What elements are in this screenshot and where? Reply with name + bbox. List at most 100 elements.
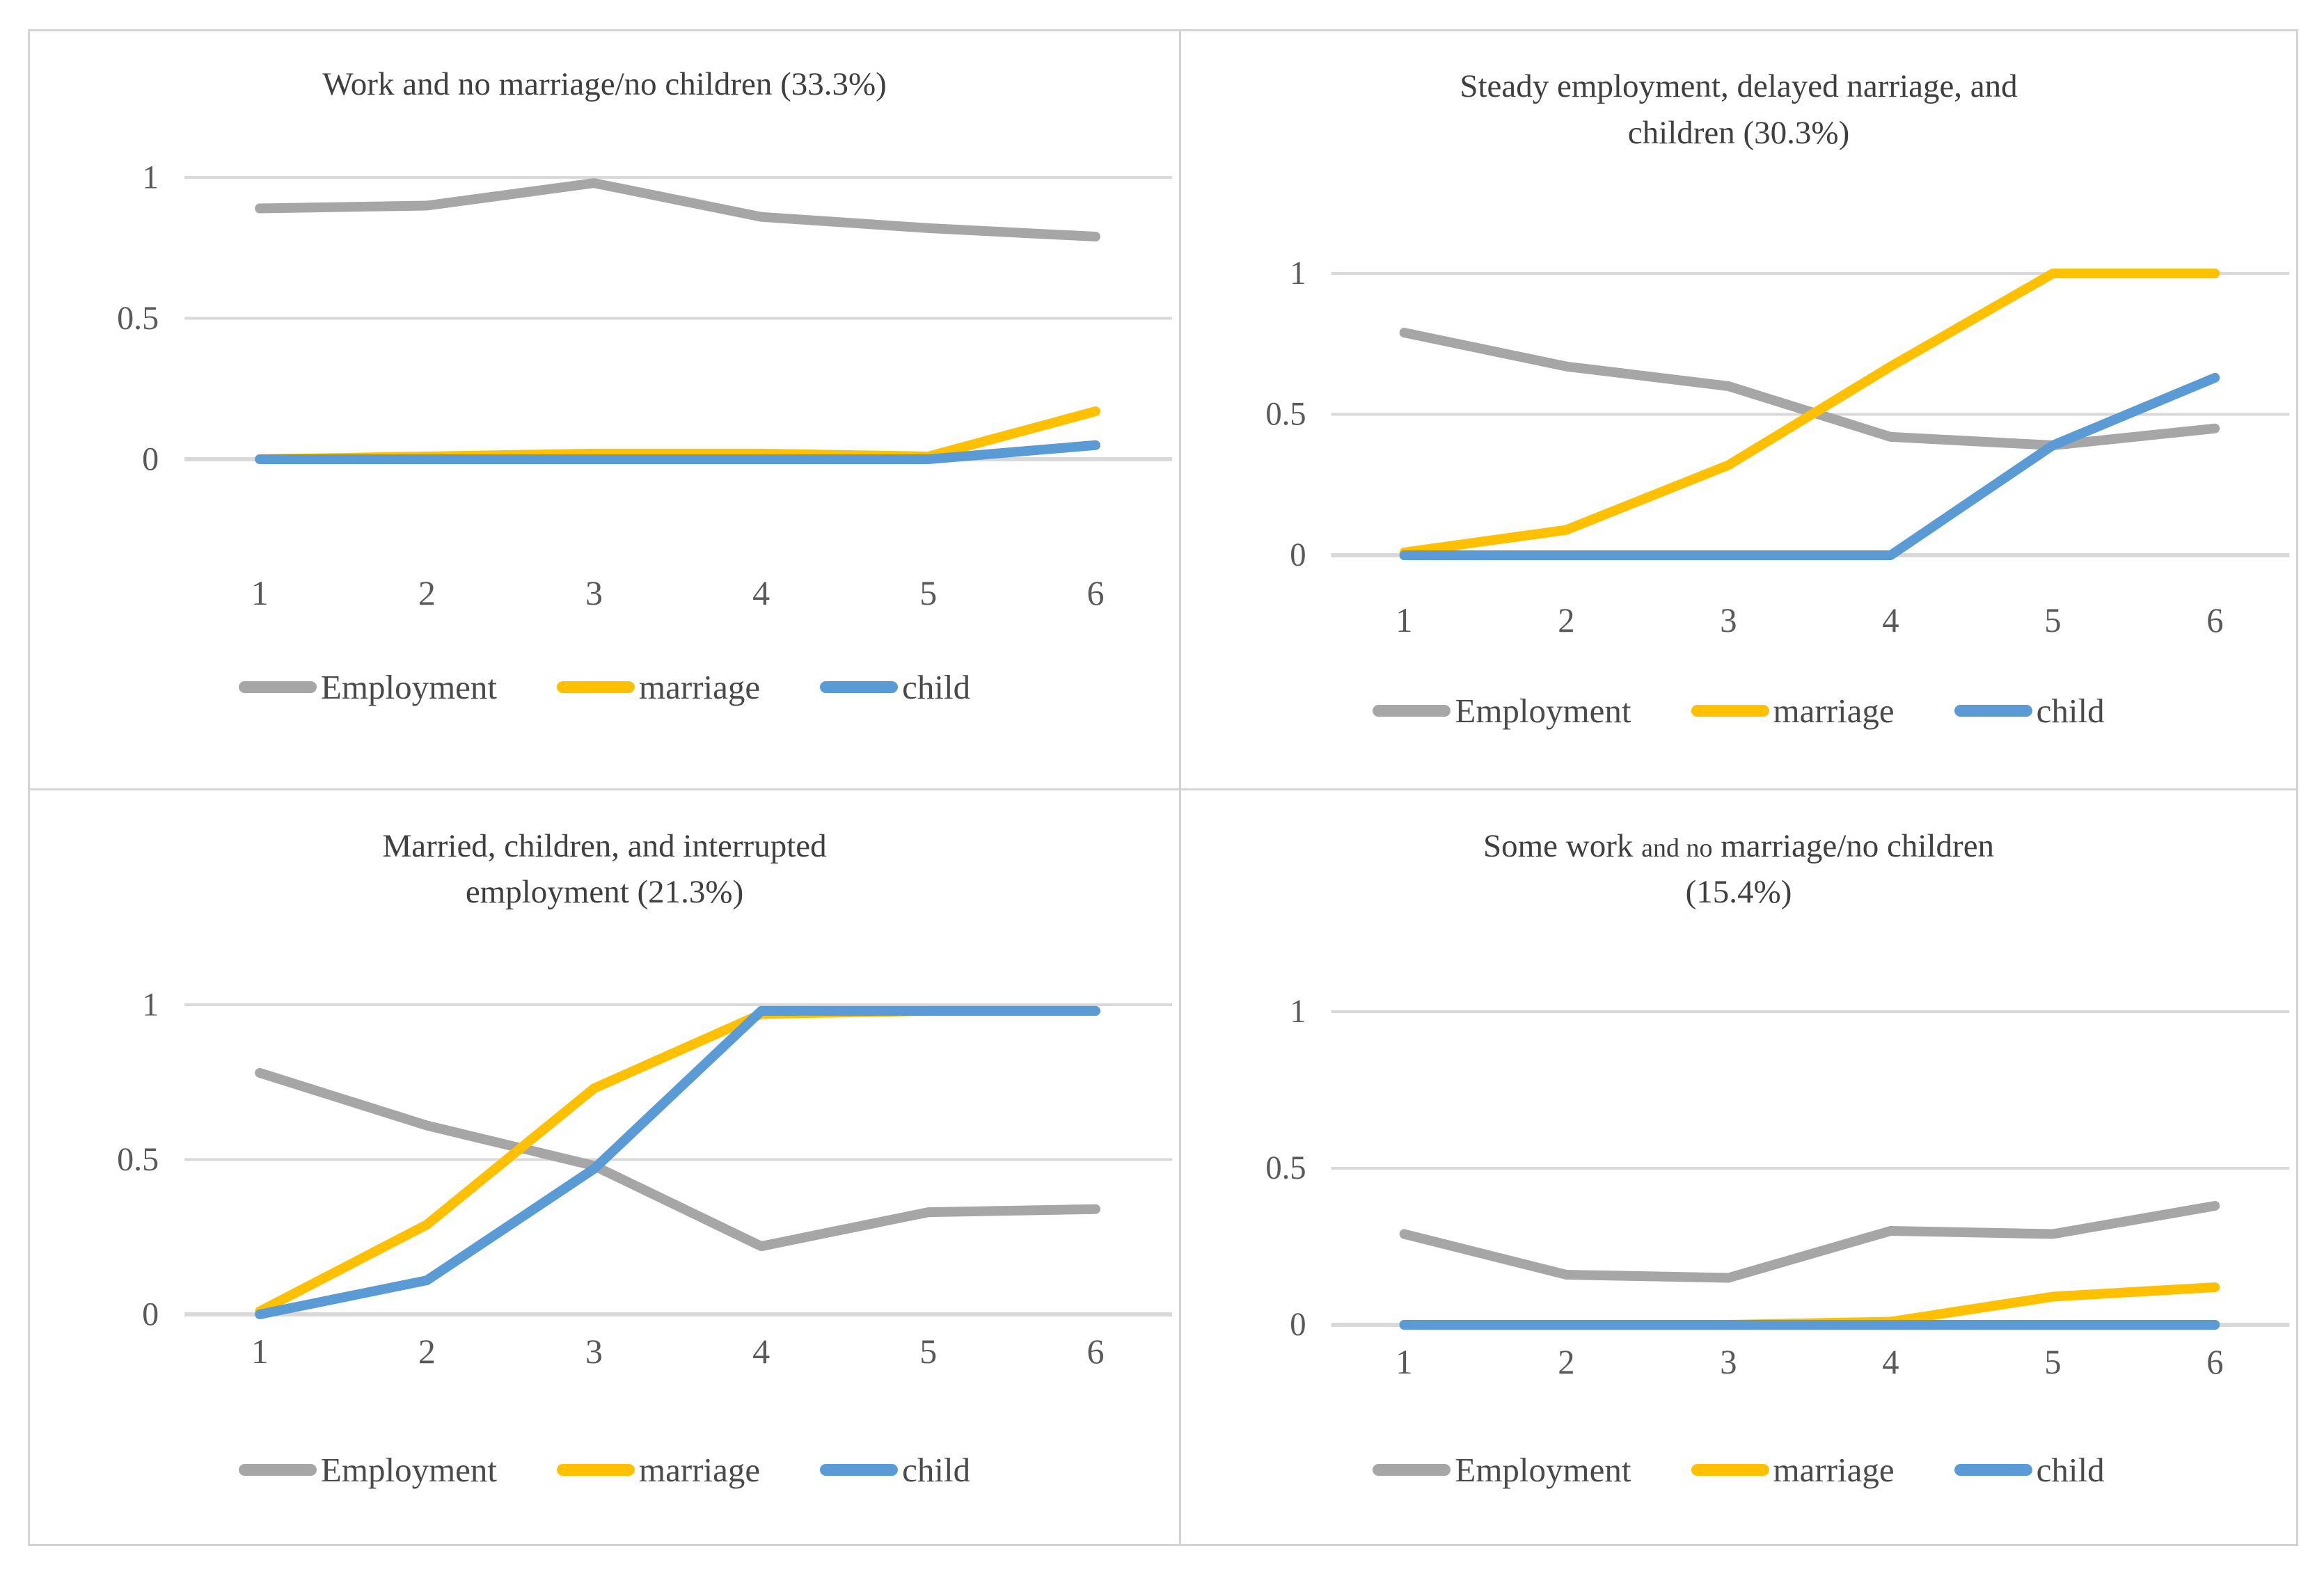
x-tick-label: 6 [1086,1332,1104,1371]
x-tick-label: 6 [2206,1343,2223,1382]
chart-legend: Employment marriage child [30,670,1179,704]
y-tick-label: 1 [142,159,159,196]
chart-title-line: Steady employment, delayed narriage, and [1460,63,2017,110]
legend-item-employment: Employment [238,668,498,706]
chart-title-line: Married, children, and interrupted [382,823,826,870]
x-tick-label: 3 [1720,600,1737,639]
chart-legend: Employment marriage child [1181,694,2296,728]
chart-canvas: 1 0.5 0 1 2 3 4 5 6 [117,159,1173,612]
child-line [255,440,1100,464]
legend-label: child [2036,692,2105,730]
legend-label: child [902,668,971,706]
x-tick-label: 3 [585,573,603,612]
y-tick-label: 1 [142,987,159,1024]
x-tick-label: 4 [752,1332,770,1371]
legend-item-employment: Employment [1373,1453,1631,1487]
title-text: Some work [1483,827,1642,864]
trajectory-figure: Work and no marriage/no children (33.3%)… [28,29,2298,1546]
legend-item-marriage: marriage [557,1453,760,1487]
legend-item-child: child [820,670,970,704]
legend-label: Employment [1455,1451,1631,1490]
y-tick-label: 0 [1290,1307,1306,1344]
y-tick-label: 1 [1290,994,1306,1030]
y-tick-label: 0 [142,1296,159,1333]
chart-panel-bottom-left: Married, children, and interrupted employ… [30,790,1182,1544]
x-tick-label: 5 [919,573,937,612]
title-text: Married, children, and interrupted [382,827,827,864]
legend-item-employment: Employment [1373,694,1631,728]
child-swatch-icon [820,1464,899,1476]
child-swatch-icon [1954,1464,2032,1476]
employment-swatch-icon [1373,1464,1451,1476]
legend-label: Employment [1455,692,1631,730]
marriage-swatch-icon [557,1464,635,1476]
employment-swatch-icon [238,1464,317,1476]
legend-item-child: child [1954,694,2105,728]
chart-panel-top-left: Work and no marriage/no children (33.3%)… [30,31,1182,791]
x-tick-label: 4 [1882,600,1899,639]
y-tick-label: 1 [1290,255,1306,292]
marriage-line [1399,1282,2220,1330]
chart-title: Married, children, and interrupted employ… [30,810,1179,928]
x-tick-label: 3 [1720,1343,1737,1382]
chart-panel-bottom-right: Some work and no marriage/no children (15… [1181,790,2296,1544]
legend-label: marriage [639,1451,761,1490]
child-swatch-icon [1954,705,2032,717]
title-text-small: and no [1641,833,1713,863]
chart-title: Some work and no marriage/no children (15… [1181,810,2296,928]
legend-label: child [2036,1451,2105,1490]
x-tick-label: 1 [1396,1343,1412,1382]
title-text: employment (21.3%) [465,874,744,911]
x-tick-label: 6 [1086,573,1104,612]
y-tick-label: 0.5 [1265,396,1306,433]
y-tick-label: 0 [1290,537,1306,574]
chart-title: Work and no marriage/no children (33.3%) [30,51,1179,118]
legend-item-marriage: marriage [1691,1453,1895,1487]
title-text: marriage/no children [1712,827,1995,864]
x-tick-label: 1 [251,573,269,612]
title-text: Work and no marriage/no children (33.3%) [322,65,887,102]
legend-label: Employment [320,668,498,706]
child-line [1399,372,2220,560]
x-tick-label: 4 [1882,1343,1899,1382]
chart-title: Steady employment, delayed narriage, and… [1181,51,2296,169]
chart-title-line: children (30.3%) [1628,110,1849,157]
x-tick-label: 5 [919,1332,937,1371]
x-tick-label: 2 [418,1332,436,1371]
marriage-line [1399,269,2220,557]
x-tick-label: 2 [1558,1343,1574,1382]
chart-title-line: Some work and no marriage/no children [1483,823,1994,870]
employment-swatch-icon [1373,705,1451,717]
chart-title-line: (15.4%) [1686,869,1792,916]
y-tick-label: 0.5 [117,1141,159,1178]
y-tick-label: 0.5 [1265,1150,1306,1187]
employment-line [255,1068,1100,1252]
title-text: (15.4%) [1685,874,1792,911]
legend-item-marriage: marriage [557,670,760,704]
x-tick-label: 5 [2044,1343,2061,1382]
marriage-swatch-icon [1691,1464,1769,1476]
legend-label: marriage [1773,692,1895,730]
x-tick-label: 2 [1558,600,1574,639]
child-line [255,1006,1100,1320]
legend-item-child: child [1954,1453,2105,1487]
legend-label: Employment [320,1451,498,1490]
legend-item-marriage: marriage [1691,694,1895,728]
x-tick-label: 1 [1396,600,1412,639]
x-tick-label: 6 [2206,600,2223,639]
marriage-swatch-icon [1691,705,1769,717]
marriage-line [255,1006,1100,1316]
title-text: Steady employment, delayed narriage, and [1460,68,2018,105]
legend-label: marriage [1773,1451,1895,1490]
chart-legend: Employment marriage child [1181,1453,2296,1487]
chart-canvas: 1 0.5 0 1 2 3 4 5 6 [1265,255,2290,639]
legend-label: marriage [639,668,761,706]
x-tick-label: 5 [2044,600,2061,639]
chart-canvas: 1 0.5 0 1 2 3 4 5 6 [117,987,1173,1371]
chart-title-line: Work and no marriage/no children (33.3%) [322,61,887,108]
y-tick-label: 0 [142,441,159,478]
x-tick-label: 2 [418,573,436,612]
legend-item-child: child [820,1453,970,1487]
x-tick-label: 1 [251,1332,269,1371]
employment-swatch-icon [238,681,317,693]
